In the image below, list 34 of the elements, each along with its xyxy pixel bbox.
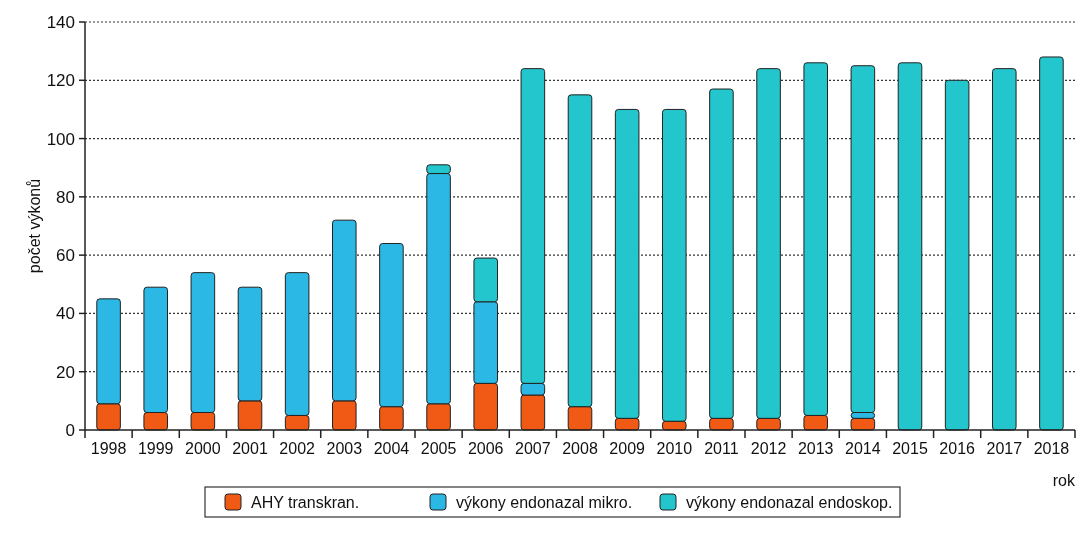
x-tick-label: 2009 — [609, 440, 646, 457]
x-tick-label: 2001 — [232, 440, 268, 457]
legend-label: výkony endonazal endoskop. — [686, 493, 893, 511]
y-tick-label: 140 — [46, 12, 75, 32]
y-tick-label: 100 — [46, 129, 75, 149]
x-tick-label: 2007 — [515, 440, 551, 457]
y-tick-label: 60 — [56, 246, 75, 266]
x-tick-label: 2000 — [185, 440, 221, 457]
x-tick-label: 2018 — [1033, 440, 1070, 457]
x-tick-label: 2014 — [845, 440, 881, 457]
legend-label: výkony endonazal mikro. — [456, 493, 633, 511]
x-tick-label: 2013 — [797, 440, 834, 457]
x-tick-label: 1999 — [137, 440, 174, 457]
legend-label: AHY transkran. — [251, 493, 360, 511]
x-tick-label: 2003 — [326, 440, 363, 457]
x-axis-title: rok — [1052, 472, 1076, 489]
x-tick-label: 2016 — [939, 440, 976, 457]
x-tick-label: 2010 — [656, 440, 693, 457]
x-tick-label: 1998 — [90, 440, 127, 457]
x-tick-label: 2006 — [467, 440, 504, 457]
y-tick-label: 0 — [65, 420, 75, 440]
y-tick-label: 80 — [56, 187, 75, 207]
y-tick-label: 120 — [46, 71, 75, 91]
x-tick-label: 2005 — [420, 440, 457, 457]
x-tick-label: 2002 — [279, 440, 316, 457]
x-tick-label: 2017 — [986, 440, 1023, 457]
y-tick-label: 40 — [56, 304, 75, 324]
x-tick-label: 2008 — [562, 440, 598, 457]
y-tick-label: 20 — [56, 362, 75, 382]
x-tick-label: 2012 — [750, 440, 787, 457]
y-axis-title: počet výkonů — [26, 178, 43, 274]
x-tick-label: 2015 — [892, 440, 928, 457]
x-tick-label: 2004 — [373, 440, 410, 457]
x-tick-label: 2011 — [704, 440, 739, 457]
